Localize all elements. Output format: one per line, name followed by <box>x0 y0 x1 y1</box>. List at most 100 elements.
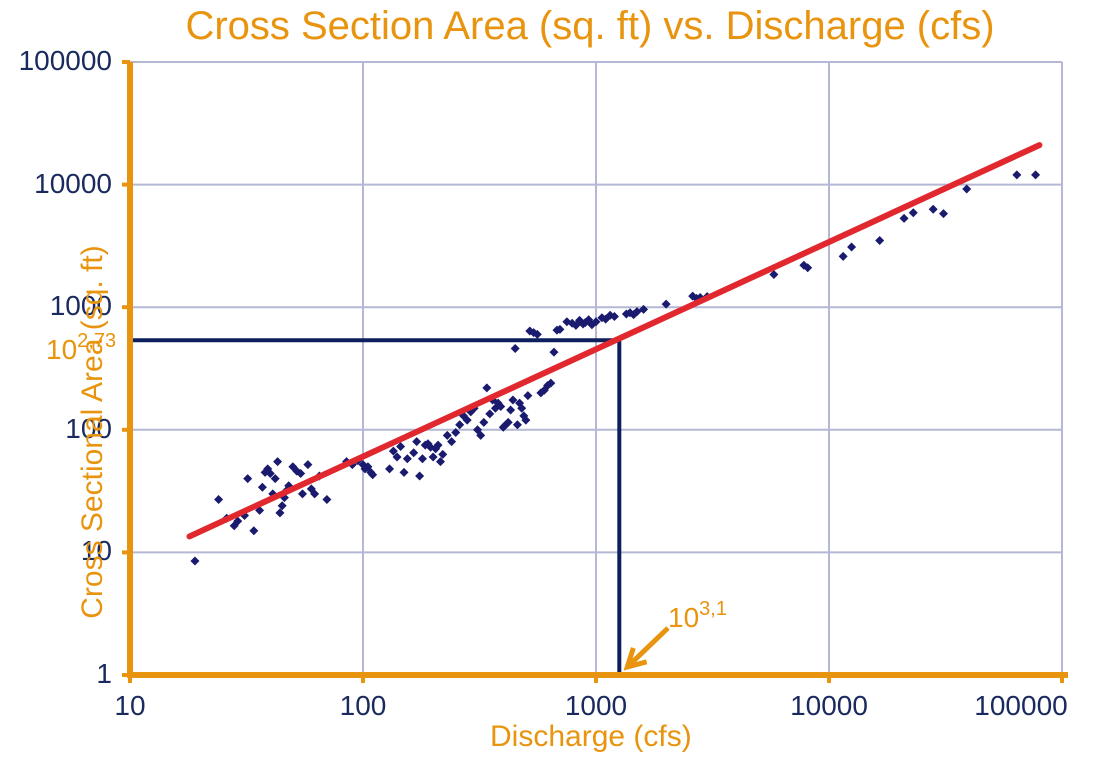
x-tick-label: 100 <box>339 690 387 721</box>
data-point <box>388 446 398 456</box>
data-point <box>838 251 848 261</box>
data-point <box>412 437 422 447</box>
data-point <box>455 420 465 430</box>
x-annotation-exponent: 3,1 <box>699 598 727 620</box>
data-point <box>769 269 779 279</box>
data-point <box>310 489 320 499</box>
data-point <box>661 299 671 309</box>
y-annotation-label: 102,73 <box>46 330 116 366</box>
data-point <box>451 428 461 438</box>
data-point <box>277 501 287 511</box>
annotation-arrow-group <box>623 626 670 671</box>
data-point <box>273 457 283 467</box>
chart-title: Cross Section Area (sq. ft) vs. Discharg… <box>185 4 995 48</box>
y-tick-label: 10000 <box>34 167 112 199</box>
data-point <box>549 347 559 357</box>
x-tick-label: 10 <box>114 690 146 721</box>
data-point <box>214 495 224 505</box>
data-point <box>875 235 885 245</box>
data-point <box>555 324 565 334</box>
data-point <box>532 329 542 339</box>
y-annotation-exponent: 2,73 <box>77 330 117 352</box>
data-point <box>521 415 531 425</box>
data-point <box>962 184 972 194</box>
data-point <box>433 440 443 450</box>
data-point <box>510 344 520 354</box>
data-point <box>512 420 522 430</box>
guide-lines <box>130 338 622 675</box>
data-point <box>409 448 419 458</box>
trend-line <box>186 142 1043 540</box>
data-point <box>591 317 601 327</box>
data-point <box>275 508 285 518</box>
y-axis-label: Cross Sectional Area (sq. ft) <box>76 245 109 619</box>
data-point <box>385 464 395 474</box>
data-point <box>803 263 813 273</box>
trend-line-group <box>186 142 1043 540</box>
data-point <box>368 470 378 480</box>
annotation-arrow-head <box>623 647 648 671</box>
x-tick-label: 1000 <box>564 690 628 721</box>
data-point <box>639 304 649 314</box>
data-point <box>508 395 518 405</box>
data-point <box>485 409 495 419</box>
data-point <box>265 469 275 479</box>
x-tick-label: 10000 <box>790 690 868 721</box>
data-point <box>442 430 452 440</box>
data-point <box>322 495 332 505</box>
data-point <box>462 415 472 425</box>
data-point <box>399 467 409 477</box>
data-point <box>255 505 265 515</box>
x-annotation-label: 103,1 <box>668 598 727 634</box>
data-point <box>243 474 253 484</box>
data-point <box>908 208 918 218</box>
data-point <box>899 213 909 223</box>
data-point <box>303 460 313 470</box>
x-axis-label: Discharge (cfs) <box>490 720 692 753</box>
data-point <box>298 489 308 499</box>
data-point <box>517 403 527 413</box>
data-point <box>396 442 406 452</box>
data-point <box>928 204 938 214</box>
grid-lines <box>129 61 1063 676</box>
data-point <box>546 378 556 388</box>
data-point <box>257 482 267 492</box>
data-point <box>1012 170 1022 180</box>
y-tick-label: 100000 <box>18 45 112 76</box>
axes <box>122 60 1068 683</box>
data-point <box>417 454 427 464</box>
y-tick-label: 1 <box>96 658 112 689</box>
data-point <box>402 454 412 464</box>
y-annotation-base: 10 <box>46 334 78 365</box>
data-point <box>190 556 200 566</box>
y-tick-label: 1000 <box>49 290 112 322</box>
data-point <box>296 469 306 479</box>
data-point <box>503 417 513 427</box>
y-tick-label: 100 <box>65 412 112 444</box>
data-point <box>482 383 492 393</box>
data-point <box>1031 170 1041 180</box>
data-point <box>233 516 243 526</box>
data-point <box>506 405 516 415</box>
data-point <box>392 452 402 462</box>
data-point <box>438 449 448 459</box>
data-point <box>523 391 533 401</box>
data-point <box>609 311 619 321</box>
x-tick-label: 100000 <box>974 690 1068 721</box>
data-point <box>938 209 948 219</box>
data-point <box>249 526 259 536</box>
data-point <box>428 452 438 462</box>
data-point <box>270 474 280 484</box>
data-points <box>190 170 1041 566</box>
y-tick-label: 10 <box>80 535 112 567</box>
data-point <box>435 457 445 467</box>
data-point <box>847 242 857 252</box>
data-point <box>479 417 489 427</box>
annotation-arrow-shaft <box>625 626 670 669</box>
data-point <box>476 430 486 440</box>
data-point <box>415 471 425 481</box>
data-point <box>496 401 506 411</box>
data-point <box>447 437 457 447</box>
x-annotation-base: 10 <box>668 602 700 633</box>
